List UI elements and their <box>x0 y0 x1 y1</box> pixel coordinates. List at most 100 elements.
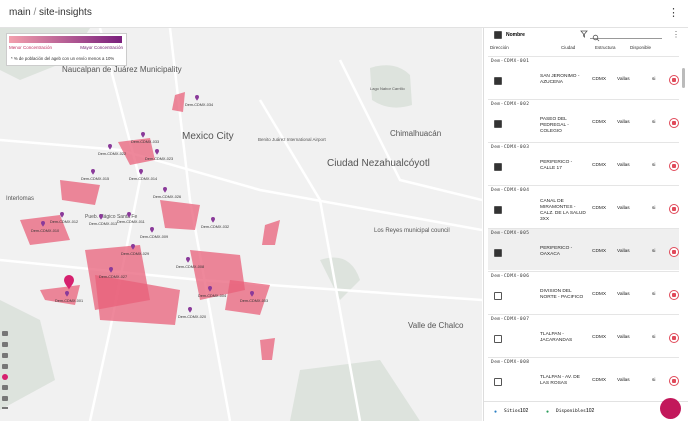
remove-button[interactable] <box>669 118 679 128</box>
site-pin-label: Dem-CDMX-022 <box>98 152 126 156</box>
tool-icon[interactable] <box>2 331 8 336</box>
site-pin[interactable] <box>150 227 154 233</box>
column-header[interactable]: Estructura <box>595 45 616 50</box>
site-pin-label: Dem-CDMX-015 <box>81 177 109 181</box>
tool-icon[interactable] <box>2 353 8 358</box>
site-checkbox[interactable] <box>494 120 502 128</box>
site-pin[interactable] <box>186 257 190 263</box>
search-box[interactable] <box>590 29 662 42</box>
site-pin[interactable] <box>163 187 167 193</box>
legend-min: Menor Concentración <box>9 45 53 50</box>
site-pin[interactable] <box>127 212 131 218</box>
map[interactable]: Naucalpan de Juárez Municipality Mexico C… <box>0 28 482 421</box>
site-pin[interactable] <box>141 132 145 138</box>
tool-icon[interactable] <box>2 342 8 347</box>
site-pin[interactable] <box>109 267 113 273</box>
place-label: Pueb. Mágico Santa Fe <box>85 214 137 220</box>
site-available: si <box>652 292 656 297</box>
project[interactable]: site-insights <box>39 7 92 18</box>
tool-icon[interactable] <box>2 385 8 390</box>
site-code: Dem-CDMX-006 <box>491 274 530 279</box>
available-label: Disponibles: <box>556 409 589 414</box>
site-city: CDMX <box>592 163 607 168</box>
site-available: si <box>652 249 656 254</box>
site-checkbox[interactable] <box>494 206 502 214</box>
site-pin[interactable] <box>60 212 64 218</box>
remove-button[interactable] <box>669 161 679 171</box>
branch[interactable]: main <box>9 7 31 18</box>
site-address: DIVISION DEL NORTE - PACIFICO <box>540 289 584 300</box>
site-pin[interactable] <box>155 149 159 155</box>
site-address: SAN JERONIMO - AZUCENA <box>540 74 580 85</box>
sort-header[interactable]: Nombre <box>506 32 525 38</box>
column-header[interactable]: Disponible <box>630 45 652 50</box>
tool-icon[interactable] <box>2 407 8 409</box>
tool-icon[interactable] <box>2 364 8 369</box>
site-pin[interactable] <box>131 244 135 250</box>
remove-button[interactable] <box>669 290 679 300</box>
site-city: CDMX <box>592 249 607 254</box>
site-pin[interactable] <box>195 95 199 101</box>
site-panel: Nombre ⋮ Dirección Ciudad Estructura Dispon… <box>483 28 688 421</box>
tool-icon[interactable] <box>2 396 8 401</box>
select-all[interactable] <box>494 31 502 39</box>
remove-button[interactable] <box>669 247 679 257</box>
site-pin[interactable] <box>41 221 45 227</box>
site-item[interactable]: Dem-CDMX-007 TLALPAN - JACARANDAS CDMX Vall… <box>488 314 679 356</box>
site-structure: Vallas <box>617 77 630 82</box>
site-code: Dem-CDMX-005 <box>491 231 530 236</box>
site-item[interactable]: Dem-CDMX-001 SAN JERONIMO - AZUCENA CDMX Va… <box>488 56 679 98</box>
site-item[interactable]: Dem-CDMX-002 PASEO DEL PEDREGAL - COLEGIO… <box>488 99 679 141</box>
remove-button[interactable] <box>669 333 679 343</box>
site-checkbox[interactable] <box>494 77 502 85</box>
site-item[interactable]: Dem-CDMX-008 TLALPAN - AV. DE LAS ROSAS CD… <box>488 357 679 399</box>
site-checkbox[interactable] <box>494 163 502 171</box>
scrollbar[interactable] <box>682 68 685 88</box>
menu-button[interactable]: ⋮ <box>668 7 679 19</box>
site-pin-label: Dem-CDMX-023 <box>145 157 173 161</box>
place-label: Valle de Chalco <box>408 321 464 330</box>
site-code: Dem-CDMX-002 <box>491 102 530 107</box>
selected-pin[interactable] <box>64 275 74 290</box>
site-pin[interactable] <box>208 286 212 292</box>
site-pin[interactable] <box>188 307 192 313</box>
available-icon: ● <box>546 409 550 415</box>
tool-icon[interactable] <box>2 374 8 380</box>
column-header[interactable]: Ciudad <box>561 45 576 50</box>
site-item[interactable]: Dem-CDMX-004 CANAL DE MIRAMONTES - CALZ. … <box>488 185 679 227</box>
site-pin[interactable] <box>108 144 112 150</box>
column-header[interactable]: Dirección <box>490 45 509 50</box>
site-pin[interactable] <box>211 217 215 223</box>
site-city: CDMX <box>592 206 607 211</box>
site-item[interactable]: Dem-CDMX-005 PERIFERICO - OAXACA CDMX Valla… <box>488 228 679 270</box>
panel-menu[interactable]: ⋮ <box>672 30 680 39</box>
site-address: CANAL DE MIRAMONTES - CALZ. DE LA SALUD … <box>540 199 586 222</box>
place-label: Mexico City <box>182 131 234 142</box>
site-pin[interactable] <box>65 291 69 297</box>
place-label: Chimalhuacán <box>390 129 441 138</box>
site-address: PASEO DEL PEDREGAL - COLEGIO <box>540 117 569 134</box>
site-pin[interactable] <box>99 214 103 220</box>
site-pin-label: Dem-CDMX-032 <box>201 225 229 229</box>
place-label: Los Reyes municipal council <box>374 228 450 234</box>
remove-button[interactable] <box>669 376 679 386</box>
remove-button[interactable] <box>669 75 679 85</box>
site-checkbox[interactable] <box>494 292 502 300</box>
site-checkbox[interactable] <box>494 335 502 343</box>
site-pin[interactable] <box>139 169 143 175</box>
filter-icon[interactable] <box>580 30 588 38</box>
site-pin-label: Dem-CDMX-014 <box>129 177 157 181</box>
remove-button[interactable] <box>669 204 679 214</box>
map-tools <box>2 331 8 409</box>
site-pin[interactable] <box>250 291 254 297</box>
site-item[interactable]: Dem-CDMX-003 PERIFERICO - CALLE 17 CDMX Val… <box>488 142 679 184</box>
site-pin[interactable] <box>91 169 95 175</box>
site-checkbox[interactable] <box>494 249 502 257</box>
site-pin-label: Dem-CDMX-033 <box>131 140 159 144</box>
chat-button[interactable] <box>660 398 681 419</box>
place-label: Naucalpan de Juárez Municipality <box>62 65 182 74</box>
site-item[interactable]: Dem-CDMX-006 DIVISION DEL NORTE - PACIFIC… <box>488 271 679 313</box>
place-label: Interlomas <box>6 196 34 202</box>
site-checkbox[interactable] <box>494 378 502 386</box>
